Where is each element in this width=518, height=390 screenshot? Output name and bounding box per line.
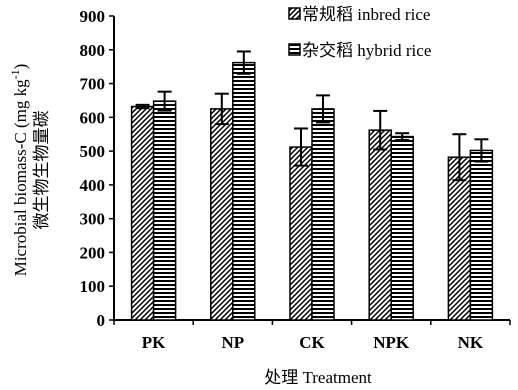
y-tick-label: 300 bbox=[80, 210, 106, 229]
x-axis-title: 处理 Treatment bbox=[264, 368, 372, 387]
legend-label-inbred: 常规稻 inbred rice bbox=[302, 5, 430, 24]
bar bbox=[447, 156, 472, 321]
y-axis-title: Microbial biomass-C (mg kg-1) bbox=[8, 64, 30, 277]
y-tick-label: 100 bbox=[80, 277, 106, 296]
bar bbox=[289, 146, 313, 321]
plot-area: 0 100 200 300 400 500 600 700 800 900 PK NP CK NPK NK bbox=[80, 7, 511, 352]
y-tick-label: 900 bbox=[80, 7, 106, 26]
y-tick-label: 500 bbox=[80, 142, 106, 161]
bar bbox=[390, 135, 414, 321]
category-label: PK bbox=[142, 333, 166, 352]
legend-swatch-inbred bbox=[288, 7, 301, 20]
bar bbox=[311, 108, 335, 321]
category-label: CK bbox=[299, 333, 325, 352]
legend-label-hybrid: 杂交稻 hybrid rice bbox=[302, 41, 431, 60]
y-tick-label: 700 bbox=[80, 75, 106, 94]
y-tick-label: 200 bbox=[80, 243, 106, 262]
legend-swatch-hybrid bbox=[288, 43, 301, 56]
y-tick-label: 0 bbox=[97, 311, 106, 330]
legend: 常规稻 inbred rice 杂交稻 hybrid rice bbox=[288, 5, 431, 60]
bar bbox=[232, 61, 256, 321]
bar bbox=[368, 129, 392, 321]
bar bbox=[210, 108, 234, 321]
y-axis-subtitle: 微生物生物量碳 bbox=[32, 111, 51, 230]
category-label: NPK bbox=[373, 333, 410, 352]
y-tick-label: 600 bbox=[80, 108, 106, 127]
bar bbox=[130, 105, 155, 321]
y-tick-label: 400 bbox=[80, 176, 106, 195]
y-tick-label: 800 bbox=[80, 41, 106, 60]
category-label: NK bbox=[458, 333, 484, 352]
bar bbox=[469, 149, 494, 321]
bar bbox=[152, 100, 177, 321]
category-label: NP bbox=[221, 333, 244, 352]
